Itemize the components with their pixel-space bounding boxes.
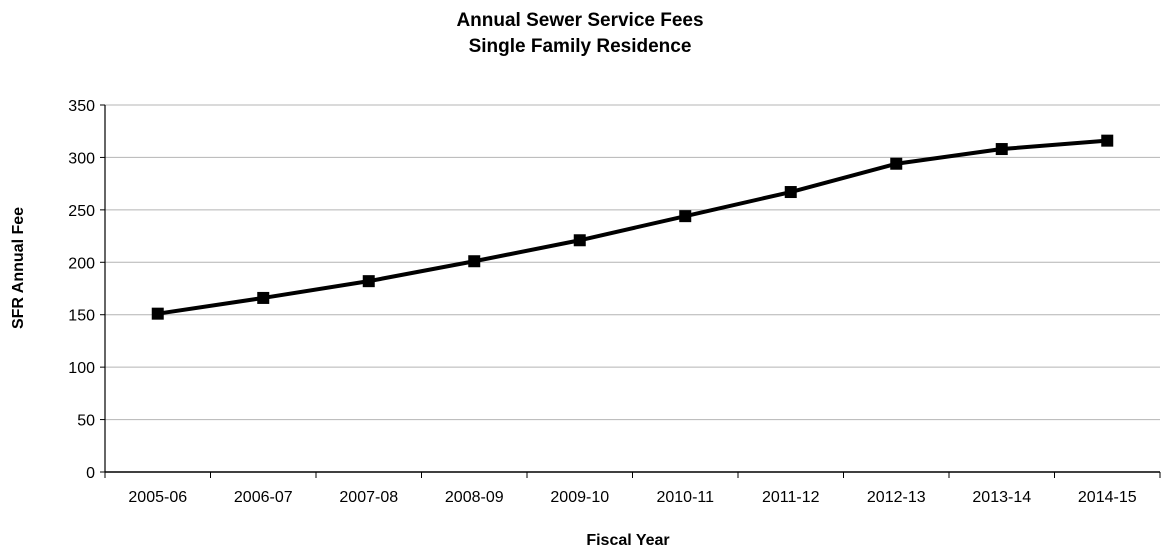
series-line-0 [157,138,1108,316]
y-tick-label-0: 0 [86,465,95,482]
x-tick-label-2007-08: 2007-08 [339,489,398,506]
y-tick-label-50: 50 [77,413,95,430]
x-tick-label-2009-10: 2009-10 [550,489,609,506]
chart-title: Annual Sewer Service Fees [456,10,703,31]
x-tick-label-2008-09: 2008-09 [445,489,504,506]
data-point-2012-13 [890,157,903,170]
y-tick-label-350: 350 [68,98,95,115]
y-axis-title: SFR Annual Fee [10,207,27,329]
data-point-2006-07 [257,291,270,304]
data-point-2005-06 [151,307,164,320]
y-tick-label-100: 100 [68,360,95,377]
data-point-2014-15 [1101,134,1114,147]
y-tick-label-150: 150 [68,308,95,325]
x-tick-label-2012-13: 2012-13 [867,489,926,506]
axes [100,104,1161,478]
x-tick-label-2005-06: 2005-06 [128,489,187,506]
data-point-2011-12 [784,186,797,199]
data-point-2008-09 [468,255,481,268]
data-series [151,134,1114,320]
gridlines [105,104,1160,421]
x-axis-title: Fiscal Year [586,532,669,548]
x-tick-label-2006-07: 2006-07 [234,489,293,506]
y-tick-label-250: 250 [68,203,95,220]
data-point-2010-11 [679,210,692,223]
x-tick-label-2011-12: 2011-12 [762,489,820,506]
chart-subtitle: Single Family Residence [469,36,692,57]
x-tick-label-2010-11: 2010-11 [656,489,714,506]
x-tick-label-2014-15: 2014-15 [1078,489,1137,506]
y-tick-label-300: 300 [68,150,95,167]
y-tick-label-200: 200 [68,255,95,272]
data-point-2007-08 [362,275,375,288]
x-tick-labels: 2005-06 2006-07 2007-08 2008-09 2009-10 2010-… [128,489,1136,506]
data-point-2013-14 [995,143,1008,156]
x-tick-label-2013-14: 2013-14 [972,489,1031,506]
data-point-2009-10 [573,234,586,247]
y-tick-labels: 0 50 100 150 200 250 300 350 [68,98,95,482]
